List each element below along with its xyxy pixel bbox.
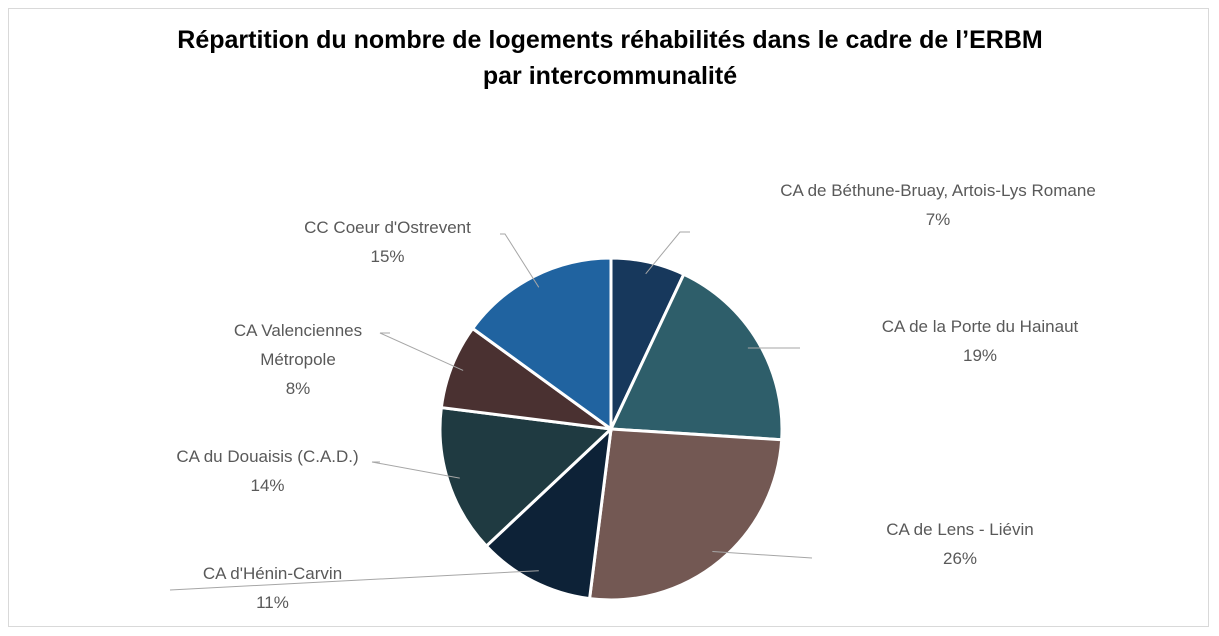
label-name: CA de la Porte du Hainaut [881, 317, 1079, 336]
label-name: CA Valenciennes Métropole [233, 321, 363, 369]
label-name: CC Coeur d'Ostrevent [304, 218, 471, 237]
leader-line [712, 551, 813, 559]
data-label: CA Valenciennes Métropole 8% [200, 316, 396, 403]
leader-line [379, 332, 464, 371]
chart-frame [8, 8, 1209, 627]
leader-line [371, 461, 460, 479]
chart-title: Répartition du nombre de logements réhab… [177, 26, 1043, 90]
leader-line [169, 570, 539, 591]
label-name: CA d'Hénin-Carvin [202, 564, 343, 583]
leader-line [500, 233, 540, 288]
data-label: CC Coeur d'Ostrevent 15% [270, 213, 505, 271]
pie-slice [438, 405, 615, 549]
label-name: CA de Béthune-Bruay, Artois-Lys Romane [780, 181, 1096, 200]
pie-slice [470, 256, 613, 432]
data-label: CA du Douaisis (C.A.D.) 14% [130, 442, 405, 500]
data-label: CA de Béthune-Bruay, Artois-Lys Romane 7% [718, 176, 1158, 234]
label-value: 15% [370, 247, 405, 266]
label-value: 11% [256, 593, 289, 612]
label-name: CA du Douaisis (C.A.D.) [176, 447, 359, 466]
data-label: CA de la Porte du Hainaut 19% [840, 312, 1120, 370]
label-value: 14% [250, 476, 285, 495]
pie-slice [484, 425, 614, 601]
label-name: CA de Lens - Liévin [886, 520, 1034, 539]
data-label: CA d'Hénin-Carvin 11% [150, 559, 395, 617]
label-value: 26% [942, 549, 978, 568]
label-value: 19% [962, 346, 998, 365]
pie-slice [587, 427, 784, 602]
label-value: 7% [925, 210, 951, 229]
leader-line [645, 231, 690, 275]
label-value: 8% [285, 379, 311, 398]
pie-slice [608, 272, 784, 442]
data-label: CA de Lens - Liévin 26% [840, 515, 1080, 573]
